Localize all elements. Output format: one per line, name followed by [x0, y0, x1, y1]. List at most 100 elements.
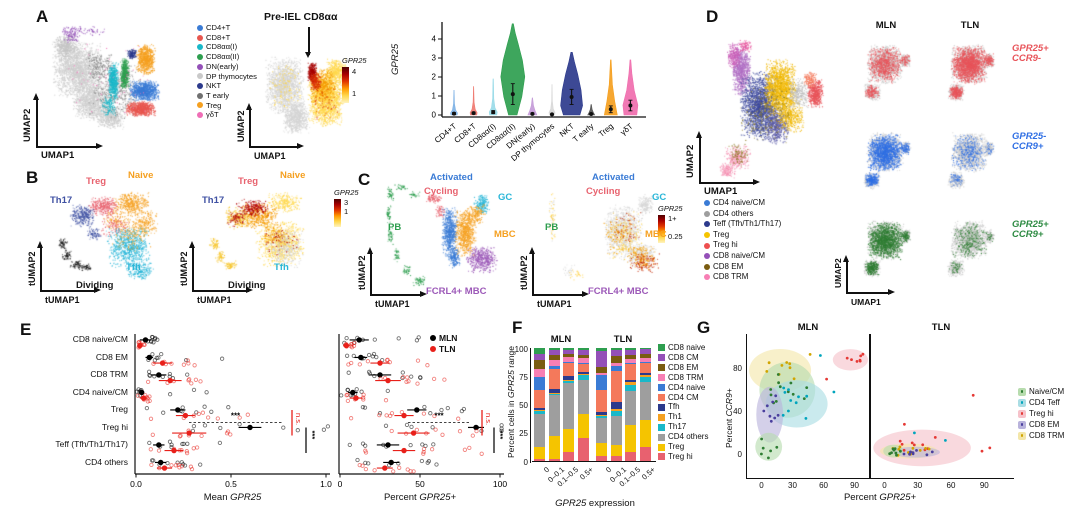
legend-label: CD8 naive: [668, 343, 706, 352]
y-axis-arrow: [32, 93, 41, 148]
bar-segment: [577, 379, 589, 414]
svg-text:***: ***: [434, 412, 444, 421]
y-axis-label: tUMAP2: [179, 251, 189, 286]
colorbar-gradient: [658, 215, 665, 243]
legend-swatch: [658, 443, 665, 451]
legend-swatch: [704, 210, 710, 217]
y-axis-label: tUMAP2: [357, 255, 367, 290]
svg-text:***: ***: [231, 412, 241, 421]
gpr25-ccr9-row-label: GPR25- CCR9+: [1012, 131, 1047, 153]
umap-mln-gpr25neg-ccr9pos: [850, 122, 922, 196]
legend-item: CD8 naive: [658, 343, 708, 353]
cluster-annotation: GC: [498, 192, 513, 203]
colorbar-max: 4: [352, 67, 357, 76]
cluster-annotation: GC: [652, 192, 667, 203]
bar-segment: [625, 350, 636, 355]
legend-label: DN(early): [206, 61, 239, 71]
stacked-bar-tln-0.5+: [639, 348, 651, 461]
g-facet-divider: [868, 334, 871, 479]
g-x-tick: 30: [913, 481, 923, 490]
bar-segment: [639, 358, 651, 362]
stacked-bars-tln: [596, 348, 654, 461]
colorbar-gradient: [334, 199, 341, 227]
cluster-annotation: Naive: [128, 170, 154, 181]
legend-label: CD8 EM: [1029, 420, 1060, 429]
column-header-mln: MLN: [875, 20, 897, 31]
legend-swatch: [197, 73, 203, 80]
bar-segment: [563, 429, 574, 452]
x-axis-arrow: [40, 286, 101, 294]
bar-segment: [639, 361, 651, 363]
legend-item: Tfh: [658, 402, 708, 412]
g-y-axis-label: Percent CCR9+: [724, 388, 734, 448]
g-y-tick: 80: [733, 364, 742, 374]
legend-item: CD4 naive/CM: [704, 198, 781, 209]
cluster-annotation: Tfh: [274, 262, 289, 273]
cluster-annotation: MBC: [645, 229, 667, 240]
bar-segment: [577, 371, 589, 374]
bar-segment: [610, 348, 622, 351]
x-axis-label: UMAP1: [41, 150, 75, 161]
cluster-annotation: Th17: [202, 195, 225, 206]
bar-segment: [534, 413, 545, 448]
x-label-text: expression: [586, 498, 635, 509]
stacked-bar-mln-0.1–0.5: [563, 348, 574, 461]
legend-item: CD4+T: [197, 23, 257, 33]
bar-segment: [610, 350, 622, 356]
colorbar-title: GPR25: [658, 204, 683, 213]
dotplot-category: Treg hi: [101, 421, 128, 432]
cluster-annotation: Naive: [280, 170, 306, 181]
legend-label: CD8αα(II): [206, 52, 240, 62]
bar-segment: [563, 379, 574, 381]
legend-swatch: [197, 53, 203, 60]
legend-item: TLN: [430, 344, 457, 355]
legend-label: Naive/CM: [1029, 387, 1065, 396]
legend-swatch: [704, 221, 710, 228]
cluster-annotation: Th17: [50, 195, 73, 206]
y-axis-arrow: [245, 103, 254, 148]
panel-label-b: B: [26, 168, 39, 187]
legend-swatch: [197, 63, 203, 70]
legend-item: CD4 CM: [658, 393, 708, 403]
legend-swatch: [704, 274, 710, 281]
tumap-cd4-subsets: [44, 182, 184, 300]
bar-segment: [534, 369, 545, 378]
axis-arrows-umap-d: UMAP2 UMAP1: [685, 128, 763, 197]
g-y-tick: 40: [733, 407, 742, 417]
svg-text:0: 0: [432, 111, 437, 120]
f-x-tick: 0.5+: [639, 465, 657, 482]
bar-segment: [577, 374, 589, 376]
g-facet-title-tln: TLN: [931, 322, 951, 333]
svg-text:1.0: 1.0: [320, 479, 332, 489]
x-axis-label: UMAP1: [851, 297, 881, 307]
legend-swatch: [658, 384, 665, 392]
f-y-tick: 0: [523, 457, 528, 467]
bar-segment: [596, 414, 607, 416]
dotplot-category: CD8 TRM: [90, 369, 128, 379]
legend-label: Tfh: [668, 402, 680, 412]
bar-segment: [548, 388, 560, 394]
bar-segment: [639, 353, 651, 359]
x-axis-arrow: [532, 290, 589, 298]
gpr25-colorbar-a: GPR25 4 1: [342, 56, 382, 106]
legend-label: Treg hi: [1029, 409, 1054, 418]
legend-swatch: [658, 364, 665, 372]
bar-segment: [596, 367, 607, 373]
legend-swatch: [658, 413, 665, 421]
bar-segment: [625, 381, 636, 386]
bar-segment: [534, 377, 545, 390]
panel-e-legend: MLN TLN: [430, 333, 457, 354]
f-facet-title-tln: TLN: [613, 334, 633, 345]
bar-segment: [577, 413, 589, 439]
stacked-bar-tln-0–0.1: [610, 348, 622, 461]
bar-segment: [639, 362, 651, 373]
cluster-annotation: Cycling: [586, 186, 621, 197]
g-y-axis-line: [746, 334, 748, 479]
tumap-bcell-subsets: [374, 178, 534, 306]
y-axis-arrow: [528, 247, 537, 296]
legend-swatch: [197, 83, 203, 90]
legend-item: γδT: [197, 110, 257, 120]
bar-segment: [563, 376, 574, 380]
bar-segment: [534, 353, 545, 361]
umap-tln-gpr25pos-ccr9neg: [934, 34, 1006, 108]
